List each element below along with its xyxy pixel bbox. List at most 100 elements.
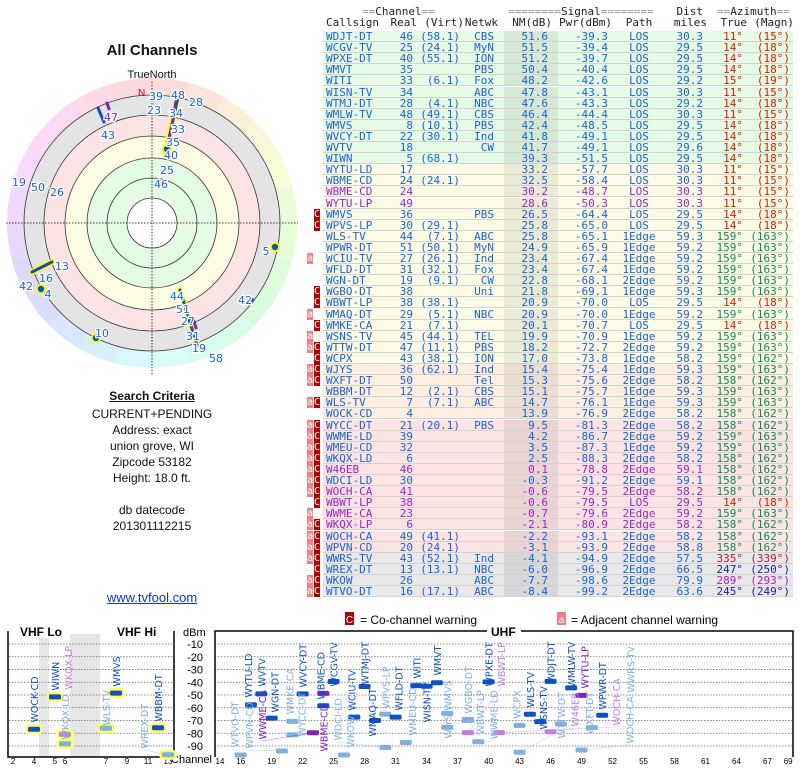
station-row[interactable]: WOCH-CA 41 -0.6 -79.5 2Edge 58.2 158° (162°) bbox=[323, 485, 793, 499]
station-row[interactable]: WREX-DT 13 (13.1) NBC -6.0 -96.9 2Edge 66.5 247°… bbox=[323, 563, 793, 575]
path: 2Edge bbox=[622, 451, 656, 465]
signal-mark-label: WVCY-DT bbox=[299, 644, 310, 688]
station-row[interactable]: WYTU-LD 17 33.2 -57.7 LOS 30.3 11° (15°) bbox=[323, 163, 793, 177]
polar-channel-label: 42 bbox=[19, 280, 33, 293]
noise-margin: -2.2 bbox=[521, 529, 549, 543]
station-row[interactable]: WKOW 26 ABC -7.7 -98.6 2Edge 79.9 289° (293°) bbox=[323, 574, 793, 586]
station-row[interactable]: WTMJ-DT 28 (4.1) NBC 47.6 -43.3 LOS 29.2 14° (18°… bbox=[323, 97, 793, 109]
station-row[interactable]: WPVS-LP 30 (29.1) 25.8 -65.0 LOS 29.5 14° (18°) bbox=[323, 218, 793, 232]
station-row[interactable]: WMLW-TV 48 (49.1) CBS 46.4 -44.4 LOS 30.3 11° (15… bbox=[323, 108, 793, 120]
station-row[interactable]: WCPX 43 (38.1) ION 17.0 -73.8 1Edge 58.2 159° (16… bbox=[323, 352, 793, 364]
station-row[interactable]: WOCH-CA 49 (41.1) -2.2 -93.1 2Edge 58.2 158° (16… bbox=[323, 529, 793, 543]
station-row[interactable]: WYCC-DT 21 (20.1) PBS 9.5 -81.3 2Edge 58.2 158° (… bbox=[323, 418, 793, 432]
station-row[interactable]: WWME-CA 23 -0.7 -79.6 2Edge 59.2 159° (163°) bbox=[323, 507, 793, 521]
virtual-channel bbox=[419, 453, 460, 464]
station-row[interactable]: WKQX-LD 6 2.5 -88.3 2Edge 58.2 158° (162°) bbox=[323, 451, 793, 465]
path: 2Edge bbox=[622, 418, 656, 432]
real-channel: 21 bbox=[399, 418, 413, 432]
station-row[interactable]: WTTW-DT 47 (11.1) PBS 18.2 -72.7 2Edge 59.2 159°… bbox=[323, 340, 793, 354]
network: PBS bbox=[474, 340, 494, 354]
azimuth-magnetic: (162°) bbox=[750, 485, 790, 499]
adjacent-channel-legend-icon: a bbox=[559, 615, 565, 626]
station-row[interactable]: WPVN-CD 20 (24.1) -3.1 -93.9 2Edge 58.8 158° (16… bbox=[323, 541, 793, 553]
distance: 29.5 bbox=[676, 41, 704, 55]
virtual-channel: (32.1) bbox=[420, 263, 460, 277]
power: -79.5 bbox=[574, 496, 608, 510]
station-row[interactable]: WGBO-DT 38 Uni 21.8 -69.1 1Edge 59.3 159° (163°) bbox=[323, 286, 793, 298]
azimuth-color-sector bbox=[26, 287, 62, 326]
station-row[interactable]: WBME-CD 24 30.2 -48.7 LOS 30.3 11° (15°) bbox=[323, 186, 793, 198]
adjacent-channel-warning-icon: a bbox=[307, 552, 313, 564]
station-row[interactable]: WJYS 36 (62.1) Ind 15.4 -75.4 1Edge 59.3 159° (16… bbox=[323, 363, 793, 376]
power: -75.4 bbox=[574, 363, 608, 376]
callsign: WBWT-LP bbox=[326, 296, 373, 310]
station-row[interactable]: WDJT-DT 46 (58.1) CBS 51.6 -39.3 LOS 30.3 11° (15… bbox=[323, 31, 793, 43]
station-row[interactable]: WTVO-DT 16 (17.1) ABC -8.4 -99.2 2Edge 63.6 245°… bbox=[323, 585, 793, 598]
station-row[interactable]: WMVT 35 PBS 50.4 -40.4 LOS 29.5 14° (18°) bbox=[323, 64, 793, 76]
station-row[interactable]: WWME-LD 39 4.2 -86.7 2Edge 59.2 159° (163°) bbox=[323, 430, 793, 442]
network bbox=[468, 431, 494, 442]
azimuth-true: 14° bbox=[723, 129, 743, 143]
station-row[interactable]: WPXE-DT 40 (55.1) ION 51.2 -39.7 LOS 29.5 14° (18… bbox=[323, 52, 793, 66]
station-row[interactable]: WBWT-LP 38 (38.1) 20.9 -70.0 LOS 29.5 14° (18°) bbox=[323, 296, 793, 310]
azimuth-color-sector bbox=[275, 185, 297, 223]
station-row[interactable]: WMVS 36 PBS 26.5 -64.4 LOS 29.5 14° (18°) bbox=[323, 208, 793, 220]
path: 2Edge bbox=[622, 507, 656, 521]
station-row[interactable]: WIWN 5 (68.1) 39.3 -51.5 LOS 29.5 14° (18°) bbox=[323, 153, 793, 165]
station-row[interactable]: WSNS-TV 45 (44.1) TEL 19.9 -70.9 1Edge 59.2 159°… bbox=[323, 330, 793, 342]
station-row[interactable]: WBWT-LP 38 -0.6 -79.5 LOS 29.5 14° (18°) bbox=[323, 496, 793, 510]
path: 1Edge bbox=[622, 263, 656, 277]
virtual-channel: (38.1) bbox=[420, 296, 460, 310]
azimuth-true: 159° bbox=[716, 340, 744, 354]
callsign: WPXE-DT bbox=[326, 52, 373, 66]
station-row[interactable]: WITI 33 (6.1) Fox 48.2 -42.6 LOS 29.2 15° (19°) bbox=[323, 75, 793, 87]
station-row[interactable]: WMKE-CA 21 (7.1) 20.1 -70.7 LOS 29.5 14° (18°) bbox=[323, 319, 793, 331]
real-channel: 31 bbox=[399, 263, 413, 277]
adjacent-channel-warning-icon: a bbox=[307, 419, 313, 431]
station-row[interactable]: WISN-TV 34 ABC 47.8 -43.1 LOS 30.3 11° (15°) bbox=[323, 86, 793, 98]
station-row[interactable]: WYTU-LP 49 28.6 -50.3 LOS 30.3 11° (15°) bbox=[323, 197, 793, 209]
station-row[interactable]: WVTV 18 CW 41.7 -49.1 LOS 29.6 14° (18°) bbox=[323, 142, 793, 154]
nm-column-shade bbox=[504, 352, 558, 363]
label-leader-line bbox=[337, 741, 386, 748]
power: -58.4 bbox=[574, 174, 608, 188]
station-row[interactable]: WFLD-DT 31 (32.1) Fox 23.4 -67.4 1Edge 59.2 159°… bbox=[323, 263, 793, 277]
station-row[interactable]: WVCY-DT 22 (30.1) Ind 41.8 -49.1 LOS 29.5 14° (18… bbox=[323, 129, 793, 143]
polar-channel-label: 47 bbox=[104, 111, 118, 124]
station-row[interactable]: WMAQ-DT 29 (5.1) NBC 20.9 -70.0 1Edge 59.2 159° (… bbox=[323, 308, 793, 320]
polar-channel-label: 19 bbox=[192, 342, 206, 355]
azimuth-color-sector bbox=[216, 313, 255, 349]
callsign: WBBM-DT bbox=[326, 385, 373, 399]
azimuth-magnetic: (249°) bbox=[750, 585, 790, 598]
station-row[interactable]: WLS-TV 44 (7.1) ABC 25.8 -65.1 1Edge 59.3 159° (1… bbox=[323, 230, 793, 242]
station-row[interactable]: WLS-TV 7 (7.1) ABC 14.7 -76.1 1Edge 59.3 159° (16… bbox=[323, 396, 793, 410]
station-row[interactable]: W46EB 46 0.1 -78.8 2Edge 59.1 158° (162°) bbox=[323, 462, 793, 476]
station-row[interactable]: WGN-DT 19 (9.1) CW 22.8 -68.1 2Edge 59.2 159° (16… bbox=[323, 274, 793, 288]
signal-mark-label: WLS-TV bbox=[526, 671, 537, 707]
station-row[interactable]: WWRS-TV 43 (52.1) Ind -4.1 -94.9 2Edge 57.5 335°… bbox=[323, 552, 793, 564]
distance: 29.5 bbox=[676, 118, 704, 132]
co-channel-warning-icon: C bbox=[314, 552, 320, 564]
nm-column-shade bbox=[504, 552, 558, 563]
station-row[interactable]: WBBM-DT 12 (2.1) CBS 15.1 -75.7 1Edge 59.3 159° (… bbox=[323, 385, 793, 399]
station-row[interactable]: WCGV-TV 25 (24.1) MyN 51.5 -39.4 LOS 29.5 14° (18… bbox=[323, 41, 793, 55]
station-row[interactable]: WOCK-CD 4 13.9 -76.9 2Edge 58.2 158° (162°) bbox=[323, 408, 793, 420]
label-leader-line bbox=[234, 748, 241, 756]
station-row[interactable]: WCIU-TV 27 (26.1) Ind 23.4 -67.4 1Edge 59.2 159°… bbox=[323, 253, 793, 265]
noise-margin: 0.1 bbox=[528, 462, 548, 476]
station-row[interactable]: WDCI-LD 30 -0.3 -91.2 2Edge 59.1 158° (162°) bbox=[323, 475, 793, 487]
noise-margin: -8.4 bbox=[521, 585, 549, 598]
db-datecode-label: db datecode bbox=[118, 503, 186, 517]
station-row[interactable]: WKQX-LP 6 -2.1 -80.9 2Edge 58.2 158° (162°) bbox=[323, 519, 793, 531]
station-row[interactable]: WMEU-CD 32 3.5 -87.3 1Edge 59.2 159° (163°) bbox=[323, 441, 793, 453]
station-row[interactable]: WMVS 8 (10.1) PBS 42.4 -48.5 LOS 29.5 14° (18°) bbox=[323, 118, 793, 132]
station-row[interactable]: WBME-CD 24 (24.1) 32.5 -58.4 LOS 30.3 11° (15°) bbox=[323, 174, 793, 188]
noise-margin: 14.7 bbox=[521, 396, 549, 410]
station-row[interactable]: WXFT-DT 50 Tel 15.3 -75.6 2Edge 58.2 158° (162°) bbox=[323, 375, 793, 387]
tvfool-link[interactable]: www.tvfool.com bbox=[106, 590, 198, 605]
station-row[interactable]: WPWR-DT 51 (50.1) MyN 24.9 -65.9 1Edge 59.2 159°… bbox=[323, 241, 793, 253]
power: -78.8 bbox=[574, 462, 608, 476]
callsign: WPVS-LP bbox=[326, 218, 373, 232]
distance: 59.2 bbox=[676, 274, 704, 288]
power: -57.7 bbox=[574, 163, 608, 177]
